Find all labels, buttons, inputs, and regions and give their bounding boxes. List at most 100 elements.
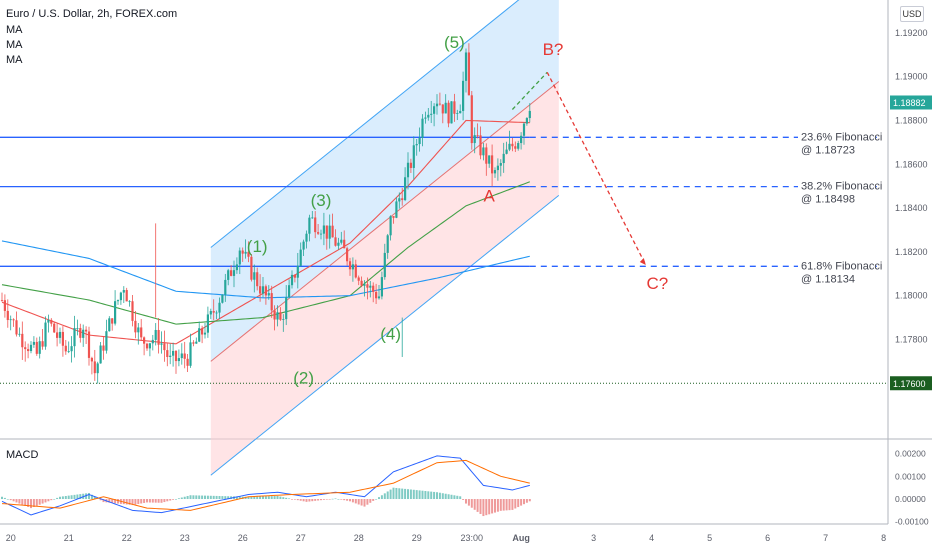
candle[interactable] bbox=[491, 144, 494, 187]
candle[interactable] bbox=[459, 104, 462, 114]
candle[interactable] bbox=[244, 239, 247, 259]
candle[interactable] bbox=[108, 316, 111, 332]
candle[interactable] bbox=[87, 326, 91, 366]
support-price-tag[interactable] bbox=[890, 376, 932, 391]
candle[interactable] bbox=[186, 353, 189, 372]
candle[interactable] bbox=[32, 336, 35, 348]
candle[interactable] bbox=[456, 109, 459, 121]
candle[interactable] bbox=[6, 299, 9, 328]
candle[interactable] bbox=[53, 322, 56, 334]
candle[interactable] bbox=[29, 341, 33, 354]
candle[interactable] bbox=[470, 91, 473, 150]
candle[interactable] bbox=[415, 139, 418, 156]
candle[interactable] bbox=[421, 114, 424, 147]
candle[interactable] bbox=[398, 192, 401, 209]
candle[interactable] bbox=[58, 327, 62, 344]
candle[interactable] bbox=[380, 271, 383, 300]
candle[interactable] bbox=[93, 349, 96, 381]
candle[interactable] bbox=[343, 230, 346, 249]
candle[interactable] bbox=[218, 297, 221, 320]
candle[interactable] bbox=[145, 342, 149, 351]
candle[interactable] bbox=[256, 267, 259, 291]
candle[interactable] bbox=[76, 319, 79, 336]
candle[interactable] bbox=[351, 257, 354, 282]
candle[interactable] bbox=[18, 327, 21, 337]
candle[interactable] bbox=[140, 319, 143, 341]
candle[interactable] bbox=[302, 239, 305, 256]
candle[interactable] bbox=[406, 152, 410, 190]
candle[interactable] bbox=[299, 242, 302, 267]
candle[interactable] bbox=[261, 276, 265, 298]
candle[interactable] bbox=[38, 336, 41, 359]
candle[interactable] bbox=[122, 286, 125, 303]
candle[interactable] bbox=[82, 324, 85, 347]
candle[interactable] bbox=[314, 211, 317, 239]
candle[interactable] bbox=[90, 356, 93, 375]
candle[interactable] bbox=[317, 223, 320, 236]
candle[interactable] bbox=[44, 316, 47, 350]
candle[interactable] bbox=[308, 214, 311, 242]
candle[interactable] bbox=[520, 132, 523, 150]
candle[interactable] bbox=[24, 341, 27, 362]
candle[interactable] bbox=[163, 330, 166, 362]
candle[interactable] bbox=[514, 141, 517, 153]
candle[interactable] bbox=[137, 323, 140, 345]
candle[interactable] bbox=[499, 159, 502, 177]
candle[interactable] bbox=[363, 280, 366, 297]
time-axis[interactable]: 20 21 22 23 26 27 28 29 23:00 Aug 3 4 5 6 7 8 bbox=[6, 533, 886, 543]
candle[interactable] bbox=[311, 211, 314, 219]
candle[interactable] bbox=[502, 142, 505, 173]
candle[interactable] bbox=[206, 306, 209, 338]
candle[interactable] bbox=[180, 343, 183, 365]
candle[interactable] bbox=[189, 333, 192, 368]
candle[interactable] bbox=[241, 247, 244, 262]
candle[interactable] bbox=[230, 265, 233, 277]
candle[interactable] bbox=[201, 325, 204, 344]
candle[interactable] bbox=[340, 231, 343, 245]
candle[interactable] bbox=[453, 93, 456, 122]
candle[interactable] bbox=[250, 253, 253, 282]
candle[interactable] bbox=[264, 284, 267, 305]
candle[interactable] bbox=[372, 282, 375, 303]
candle[interactable] bbox=[319, 229, 323, 240]
candle[interactable] bbox=[444, 94, 447, 114]
candle[interactable] bbox=[67, 341, 70, 354]
candle[interactable] bbox=[409, 158, 412, 174]
candle[interactable] bbox=[169, 343, 172, 365]
candle[interactable] bbox=[12, 318, 15, 327]
candle[interactable] bbox=[375, 283, 378, 304]
candle[interactable] bbox=[389, 215, 392, 241]
candle[interactable] bbox=[386, 233, 389, 259]
candle[interactable] bbox=[479, 126, 482, 160]
candle[interactable] bbox=[401, 187, 404, 206]
candle[interactable] bbox=[438, 92, 441, 106]
candle[interactable] bbox=[203, 322, 207, 339]
candle[interactable] bbox=[404, 167, 407, 202]
candle[interactable] bbox=[279, 307, 282, 321]
candle[interactable] bbox=[522, 122, 526, 145]
candle[interactable] bbox=[525, 117, 528, 126]
candle[interactable] bbox=[427, 108, 430, 121]
candle[interactable] bbox=[377, 285, 381, 300]
candle[interactable] bbox=[134, 310, 137, 339]
candle[interactable] bbox=[348, 257, 352, 276]
candle[interactable] bbox=[221, 294, 224, 304]
candle[interactable] bbox=[285, 285, 288, 326]
candle[interactable] bbox=[172, 342, 175, 367]
candle[interactable] bbox=[273, 305, 276, 331]
candle[interactable] bbox=[412, 136, 415, 180]
candle[interactable] bbox=[290, 270, 294, 289]
candle[interactable] bbox=[360, 276, 363, 288]
candle[interactable] bbox=[296, 252, 299, 289]
candle[interactable] bbox=[293, 274, 296, 283]
candle[interactable] bbox=[73, 315, 76, 358]
candle[interactable] bbox=[247, 241, 250, 263]
candle[interactable] bbox=[119, 291, 122, 305]
candle[interactable] bbox=[215, 310, 218, 319]
candlesticks[interactable] bbox=[0, 43, 531, 384]
candle[interactable] bbox=[482, 142, 485, 161]
candle[interactable] bbox=[79, 323, 82, 343]
candle[interactable] bbox=[334, 229, 337, 247]
candle[interactable] bbox=[61, 326, 64, 357]
